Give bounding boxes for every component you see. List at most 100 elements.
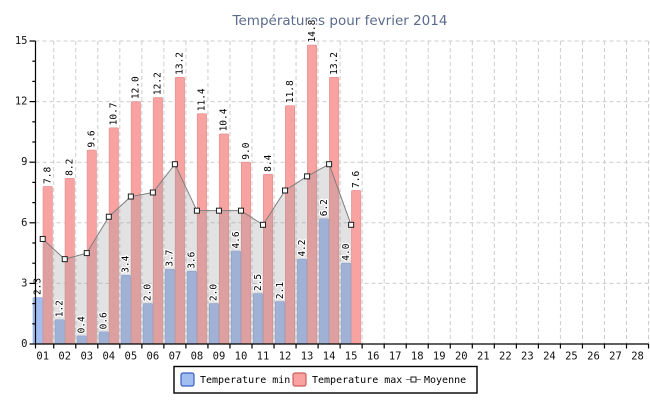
legend-label-moyenne: Moyenne [424, 375, 466, 386]
y-tick-label: 9 [21, 156, 27, 168]
value-label-max-04: 10.7 [109, 102, 120, 125]
x-tick-label-09: 09 [213, 351, 226, 363]
moyenne-marker-13 [304, 173, 311, 180]
moyenne-area-fill [42, 164, 352, 344]
legend-swatch-temperature-max [292, 372, 307, 387]
value-label-max-10: 9.0 [241, 142, 252, 159]
value-label-max-01: 7.8 [43, 167, 54, 184]
x-tick-label-16: 16 [367, 351, 380, 363]
value-label-min-09: 2.0 [209, 284, 220, 301]
x-tick-label-07: 07 [169, 351, 182, 363]
x-gridlines [53, 41, 650, 344]
x-tick-label-10: 10 [235, 351, 248, 363]
value-label-max-13: 14.8 [307, 19, 318, 42]
value-label-min-10: 4.6 [231, 231, 242, 248]
value-label-min-08: 3.6 [187, 251, 198, 268]
value-label-max-11: 8.4 [263, 154, 274, 171]
x-tick-label-18: 18 [411, 351, 424, 363]
x-tick-label-11: 11 [257, 351, 270, 363]
value-label-min-11: 2.5 [253, 274, 264, 291]
moyenne-marker-05 [127, 193, 134, 200]
y-tick-label: 3 [21, 277, 27, 289]
value-label-max-15: 7.6 [351, 171, 362, 188]
moyenne-marker-10 [237, 207, 244, 214]
value-label-max-03: 9.6 [87, 130, 98, 147]
value-label-min-12: 2.1 [275, 282, 286, 299]
chart-title: Températures pour fevrier 2014 [232, 13, 448, 29]
y-axis: 0 3 6 9 12 15 [15, 35, 37, 350]
series-bars [32, 44, 362, 345]
legend-label-temperature-min: Temperature min [200, 375, 290, 386]
moyenne-marker-12 [282, 187, 289, 194]
x-axis: 01 02 03 04 05 06 07 08 09 10 11 12 13 14 15 16 17 18 19 20… [34, 343, 650, 363]
value-label-max-06: 12.2 [153, 72, 164, 95]
x-tick-label-22: 22 [499, 351, 512, 363]
value-label-min-01: 2.3 [33, 278, 44, 295]
legend-swatch-temperature-min [180, 372, 195, 387]
legend-moyenne-marker-icon [410, 376, 417, 383]
value-label-max-12: 11.8 [285, 80, 296, 103]
value-label-min-02: 1.2 [55, 300, 66, 317]
moyenne-marker-03 [83, 250, 90, 257]
value-label-min-13: 4.2 [297, 239, 308, 256]
value-label-max-02: 8.2 [65, 159, 76, 176]
moyenne-marker-15 [348, 221, 355, 228]
value-label-max-08: 11.4 [197, 88, 208, 111]
x-tick-label-23: 23 [521, 351, 534, 363]
value-label-min-06: 2.0 [143, 284, 154, 301]
y-tick-label: 15 [15, 35, 28, 47]
x-tick-label-24: 24 [543, 351, 556, 363]
x-tick-label-28: 28 [631, 351, 644, 363]
moyenne-area [42, 164, 352, 344]
x-tick-label-05: 05 [125, 351, 138, 363]
y-tick-label: 6 [21, 217, 27, 229]
x-tick-label-03: 03 [80, 351, 93, 363]
value-label-max-07: 13.2 [175, 52, 186, 75]
legend-label-temperature-max: Temperature max [312, 375, 402, 386]
moyenne-marker-11 [260, 221, 267, 228]
x-tick-label-14: 14 [323, 351, 336, 363]
moyenne-marker-09 [215, 207, 222, 214]
value-label-min-15: 4.0 [341, 243, 352, 260]
moyenne-line [39, 161, 355, 263]
x-tick-label-20: 20 [455, 351, 468, 363]
value-label-min-03: 0.4 [77, 316, 88, 333]
bar-min-01 [32, 297, 43, 345]
x-tick-label-06: 06 [147, 351, 160, 363]
x-tick-label-04: 04 [102, 351, 115, 363]
x-tick-label-27: 27 [609, 351, 622, 363]
x-tick-label-08: 08 [191, 351, 204, 363]
value-label-min-07: 3.7 [165, 250, 176, 267]
moyenne-marker-08 [193, 207, 200, 214]
x-tick-label-19: 19 [433, 351, 446, 363]
value-labels: 2.3 1.2 0.4 0.6 3.4 2.0 3.7 3.6 2.0 4.6 2.5 2.1 4.2 6… [31, 18, 363, 335]
x-tick-label-17: 17 [389, 351, 402, 363]
value-label-max-14: 13.2 [329, 52, 340, 75]
x-tick-label-26: 26 [587, 351, 600, 363]
value-label-min-14: 6.2 [319, 199, 330, 216]
y-tick-label: 0 [21, 338, 27, 350]
moyenne-marker-07 [171, 161, 178, 168]
x-tick-label-25: 25 [565, 351, 578, 363]
moyenne-marker-14 [326, 161, 333, 168]
moyenne-marker-02 [61, 256, 68, 263]
x-tick-label-21: 21 [477, 351, 490, 363]
x-tick-label-02: 02 [58, 351, 71, 363]
legend-box [173, 365, 478, 394]
x-tick-label-12: 12 [279, 351, 292, 363]
value-label-max-09: 10.4 [219, 108, 230, 131]
moyenne-marker-01 [39, 235, 46, 242]
legend: Temperature min Temperature max Moyenne [173, 365, 478, 394]
y-tick-label: 12 [15, 96, 28, 108]
x-tick-label-15: 15 [345, 351, 358, 363]
moyenne-marker-04 [105, 213, 112, 220]
value-label-min-05: 3.4 [121, 255, 132, 272]
value-label-min-04: 0.6 [99, 312, 110, 329]
moyenne-marker-06 [149, 189, 156, 196]
value-label-max-05: 12.0 [131, 76, 142, 99]
x-tick-label-01: 01 [36, 351, 49, 363]
x-tick-label-13: 13 [301, 351, 314, 363]
bar-max-15 [351, 190, 362, 345]
